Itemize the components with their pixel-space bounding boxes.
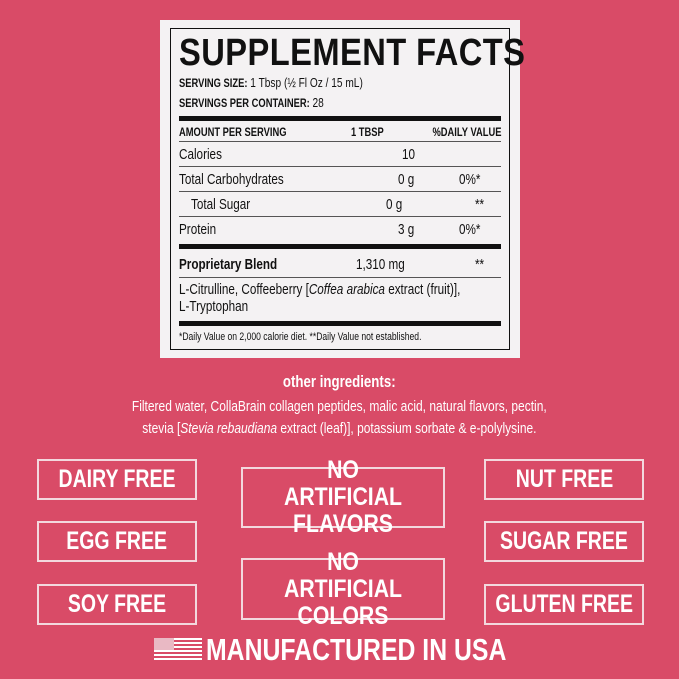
supplement-facts-label: SUPPLEMENT FACTS SERVING SIZE: 1 Tbsp (½… — [160, 20, 525, 358]
badge-no-artificial-flavors: NO ARTIFICIAL FLAVORS — [241, 457, 445, 538]
servings-label: SERVINGS PER CONTAINER: — [179, 96, 310, 110]
us-flag-icon — [153, 638, 202, 662]
table-row: Total Sugar 0 g ** — [191, 195, 485, 213]
table-row: Total Carbohydrates 0 g 0%* — [179, 170, 481, 188]
other-ingredients-heading: other ingredients: — [283, 372, 396, 391]
badge-soy-free: SOY FREE — [37, 584, 197, 625]
table-header: AMOUNT PER SERVING 1 TBSP %DAILY VALUE — [179, 125, 501, 139]
badge-no-artificial-colors: NO ARTIFICIAL COLORS — [241, 548, 445, 629]
table-row: Calories 10 — [179, 145, 416, 163]
serving-size: 1 Tbsp (½ Fl Oz / 15 mL) — [250, 75, 363, 90]
other-ingredients-text: Filtered water, CollaBrain collagen pept… — [132, 398, 547, 437]
badge-sugar-free: SUGAR FREE — [484, 521, 644, 562]
badge-dairy-free: DAIRY FREE — [37, 459, 197, 500]
table-row: Protein 3 g 0%* — [179, 220, 481, 238]
blend-ingredients: L-Citrulline, Coffeeberry [Coffea arabic… — [179, 281, 461, 315]
manufactured-in-usa: MANUFACTURED IN USA — [0, 632, 679, 668]
facts-rows: Calories 10 Total Carbohydrates 0 g 0%* Tot… — [179, 142, 501, 241]
badge-gluten-free: GLUTEN FREE — [484, 584, 644, 625]
footnote: *Daily Value on 2,000 calorie diet. **Da… — [179, 331, 422, 343]
proprietary-blend-row: Proprietary Blend 1,310 mg ** — [179, 255, 485, 273]
facts-title: SUPPLEMENT FACTS — [179, 32, 526, 74]
servings: 28 — [312, 95, 324, 110]
serving-size-label: SERVING SIZE: — [179, 76, 248, 90]
badge-egg-free: EGG FREE — [37, 521, 197, 562]
badge-nut-free: NUT FREE — [484, 459, 644, 500]
